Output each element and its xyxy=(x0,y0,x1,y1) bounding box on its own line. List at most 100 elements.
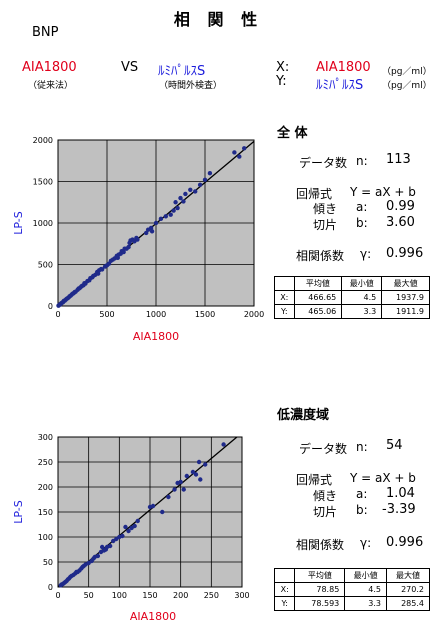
n-label: データ数 xyxy=(299,156,348,170)
intercept-value: 3.60 xyxy=(386,215,415,230)
table-header: 平均値 xyxy=(294,568,346,583)
y-tick-label: 100 xyxy=(38,533,53,542)
table-cell: 3.3 xyxy=(344,596,388,611)
y-unit: （pg／ml） xyxy=(382,81,432,91)
data-point xyxy=(166,494,171,500)
data-point xyxy=(121,249,126,255)
n-value: 113 xyxy=(386,152,411,167)
table-cell: 78.85 xyxy=(294,582,346,597)
data-point xyxy=(126,528,131,534)
data-point xyxy=(197,182,203,188)
x-tick-label: 200 xyxy=(173,591,188,600)
scatter-chart-all: 0 500 1000 1500 2000 0 500 1000 1500 2000 AIA1800… xyxy=(12,136,264,343)
table-row: 平均値 最小値 最大値 xyxy=(273,568,430,583)
y-tick-label: 200 xyxy=(38,483,53,492)
table-cell: X: xyxy=(273,582,296,597)
data-point xyxy=(202,177,208,183)
data-point xyxy=(172,487,177,492)
data-point xyxy=(158,216,164,222)
data-point xyxy=(132,523,137,529)
table-header xyxy=(274,276,295,291)
data-point xyxy=(190,469,196,475)
data-point xyxy=(120,533,125,539)
data-point xyxy=(184,473,189,479)
data-point xyxy=(203,462,208,467)
table-cell: Y: xyxy=(273,596,296,611)
data-point xyxy=(181,199,186,204)
table-row: 平均値 最小値 最大値 xyxy=(274,276,430,291)
data-point xyxy=(193,472,199,477)
y-tick-label: 1500 xyxy=(33,178,53,187)
table-cell: 285.4 xyxy=(386,596,430,611)
data-point xyxy=(115,255,120,261)
analyte-label: BNP xyxy=(32,25,59,40)
regression-equation: Y = aX + b xyxy=(350,185,416,199)
data-point xyxy=(178,479,183,485)
regression-label: 回帰式 xyxy=(296,473,333,487)
table-cell: Y: xyxy=(274,304,295,319)
table-row: X: 466.65 4.5 1937.9 xyxy=(274,290,430,305)
x-unit: （pg／ml） xyxy=(382,67,432,77)
data-point xyxy=(135,237,140,242)
n-symbol: n: xyxy=(356,440,368,454)
correlation-value: 0.996 xyxy=(386,535,424,550)
x-tick-label: 500 xyxy=(99,310,114,319)
method-x-name: AIA1800 xyxy=(22,60,77,75)
y-axis-label: LP-S xyxy=(12,211,25,234)
intercept-label: 切片 xyxy=(313,218,338,232)
data-point xyxy=(173,200,178,205)
x-tick-label: 100 xyxy=(112,591,127,600)
data-point xyxy=(242,146,247,151)
data-point xyxy=(207,171,213,176)
y-tick-label: 0 xyxy=(48,583,53,592)
y-axis-label: LP-S xyxy=(12,500,25,523)
table-row: Y: 465.06 3.3 1911.9 xyxy=(274,304,430,319)
data-point xyxy=(168,212,173,217)
x-tick-label: 250 xyxy=(204,591,219,600)
table-cell: 3.3 xyxy=(341,304,383,319)
table-cell: X: xyxy=(274,290,295,305)
x-tick-label: 1000 xyxy=(146,310,166,319)
data-point xyxy=(183,191,188,197)
table-cell: 465.06 xyxy=(293,304,343,319)
data-point xyxy=(99,267,105,272)
data-point xyxy=(144,230,149,236)
data-point xyxy=(181,487,186,492)
data-point xyxy=(221,442,226,447)
data-point xyxy=(107,543,113,549)
x-tick-label: 0 xyxy=(55,310,60,319)
x-tick-label: 0 xyxy=(55,591,60,600)
table-header: 最小値 xyxy=(341,276,383,291)
method-y-name: ﾙﾐﾊﾟﾙｽS xyxy=(158,64,206,79)
y-tick-label: 0 xyxy=(48,302,53,311)
stats-table: 平均値 最小値 最大値 X: 466.65 4.5 1937.9 Y: 465.… xyxy=(274,276,430,319)
y-tick-label: 250 xyxy=(38,458,53,467)
regression-equation: Y = aX + b xyxy=(350,471,416,485)
data-point xyxy=(232,150,237,155)
x-tick-label: 2000 xyxy=(244,310,264,319)
slope-value: 0.99 xyxy=(386,199,415,214)
data-point xyxy=(150,503,156,509)
correlation-symbol: γ: xyxy=(360,247,372,261)
data-point xyxy=(188,187,193,192)
table-header: 最大値 xyxy=(386,568,430,583)
intercept-symbol: b: xyxy=(356,503,368,517)
panel-heading: 低濃度域 xyxy=(277,408,330,423)
data-point xyxy=(99,544,105,550)
data-point xyxy=(160,509,165,515)
y-tick-label: 300 xyxy=(38,433,53,442)
intercept-symbol: b: xyxy=(356,216,368,230)
data-point xyxy=(149,229,155,234)
data-point xyxy=(196,459,202,465)
n-value: 54 xyxy=(386,438,403,453)
table-row: X: 78.85 4.5 270.2 xyxy=(273,582,430,597)
method-y-note: （時間外検査） xyxy=(159,81,223,91)
table-header: 最小値 xyxy=(344,568,388,583)
data-point xyxy=(153,220,159,226)
correlation-value: 0.996 xyxy=(386,246,424,261)
data-point xyxy=(198,477,203,482)
table-cell: 4.5 xyxy=(341,290,383,305)
table-header xyxy=(273,568,296,583)
data-point xyxy=(178,195,183,201)
intercept-label: 切片 xyxy=(313,505,338,519)
